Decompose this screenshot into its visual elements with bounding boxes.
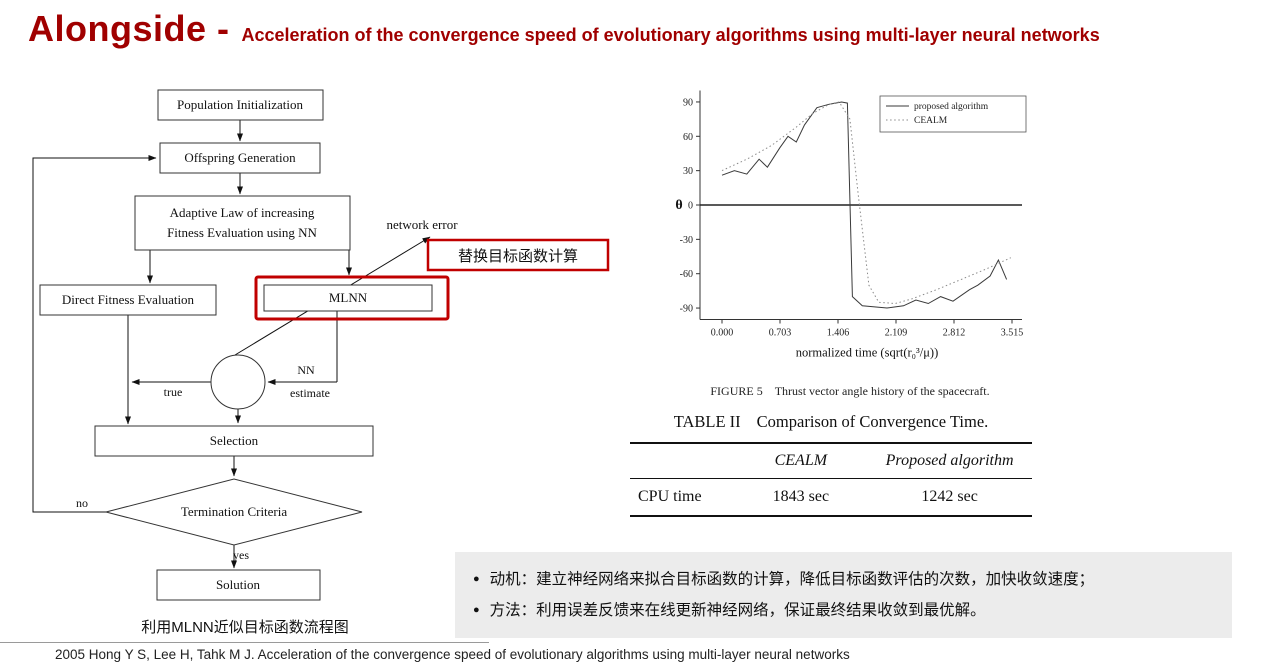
notes-panel: ● 动机：建立神经网络来拟合目标函数的计算，降低目标函数评估的次数，加快收敛速度… <box>455 552 1232 638</box>
x-tick-label: 2.812 <box>943 328 966 339</box>
series-line-proposed <box>721 101 1008 309</box>
table-row: CPU time 1843 sec 1242 sec <box>630 479 1032 517</box>
table-cell-proposed: 1242 sec <box>921 488 978 505</box>
table-header-proposed: Proposed algorithm <box>867 443 1032 479</box>
flow-node-population <box>157 89 324 121</box>
table-title: TABLE II Comparison of Convergence Time. <box>630 412 1032 432</box>
bullet-icon: ● <box>473 573 480 585</box>
figure-label: FIGURE 5 <box>710 384 763 398</box>
y-tick-label: 60 <box>683 132 693 143</box>
nn-label: NN <box>297 363 315 377</box>
note-method: ● 方法：利用误差反馈来在线更新神经网络，保证最终结果收敛到最优解。 <box>473 595 1214 626</box>
table-header-row: CEALM Proposed algorithm <box>630 443 1032 479</box>
table-row-header: CPU time <box>638 488 702 505</box>
flow-node-direct-fitness <box>39 284 217 316</box>
replace-objective-note-box <box>426 238 610 272</box>
table-label: TABLE II <box>673 412 741 431</box>
true-label: true <box>164 385 183 399</box>
flow-node-adaptive-law-line1: Adaptive Law of increasing <box>170 205 315 220</box>
flow-node-population-label: Population Initialization <box>177 97 304 112</box>
legend-box <box>879 95 1027 133</box>
x-tick-label: 2.109 <box>885 328 908 339</box>
estimate-label: estimate <box>290 386 330 400</box>
flow-node-mlnn-label: MLNN <box>329 290 368 305</box>
flow-node-adaptive-law-line2: Fitness Evaluation using NN <box>167 225 317 240</box>
x-axis-label: normalized time (sqrt(r₀³/μ)) <box>796 346 939 360</box>
flow-node-solution-label: Solution <box>216 577 261 592</box>
flow-node-termination-label: Termination Criteria <box>181 504 288 519</box>
flowchart-caption: 利用MLNN近似目标函数流程图 <box>141 619 349 636</box>
mlnn-highlight-box <box>254 275 450 321</box>
legend-entry-label: CEALM <box>914 116 948 126</box>
flow-node-selection-label: Selection <box>210 433 259 448</box>
flow-node-direct-fitness-label: Direct Fitness Evaluation <box>62 292 195 307</box>
comparison-table-block: TABLE II Comparison of Convergence Time. … <box>630 412 1032 517</box>
yes-label: yes <box>233 548 249 562</box>
note-method-text: 方法：利用误差反馈来在线更新神经网络，保证最终结果收敛到最优解。 <box>489 602 986 619</box>
no-label: no <box>76 496 88 510</box>
flow-junction-circle <box>210 354 266 410</box>
x-tick-label: 3.515 <box>1001 328 1024 339</box>
x-tick-label: 1.406 <box>827 328 850 339</box>
y-axis-label: θ <box>675 198 682 213</box>
bullet-icon: ● <box>473 604 480 616</box>
replace-objective-note-label: 替换目标函数计算 <box>458 247 578 265</box>
y-tick-label: -30 <box>680 235 693 246</box>
y-tick-label: -90 <box>680 304 693 315</box>
loop-no-connector <box>32 155 157 513</box>
chart-legend: proposed algorithm CEALM <box>879 95 1027 133</box>
note-motivation-text: 动机：建立神经网络来拟合目标函数的计算，降低目标函数评估的次数，加快收敛速度； <box>489 571 1095 588</box>
theta-chart-block: 90 60 30 0 -30 -60 -90 0.000 0.703 1.406 2.109 2.81… <box>655 82 1045 377</box>
flow-node-mlnn <box>263 284 433 312</box>
y-tick-label: 0 <box>688 201 693 212</box>
x-tick-label: 0.703 <box>769 328 792 339</box>
thrust-angle-chart: 90 60 30 0 -30 -60 -90 0.000 0.703 1.406 2.109 2.81… <box>675 90 1027 360</box>
mlnn-flowchart: Population Initialization Offspring Gene… <box>32 89 610 601</box>
flow-node-offspring-label: Offspring Generation <box>184 150 296 165</box>
flow-node-solution <box>156 569 321 601</box>
y-tick-label: -60 <box>680 269 693 280</box>
flow-node-selection <box>94 425 374 457</box>
figure-caption-text: Thrust vector angle history of the space… <box>774 384 990 398</box>
y-tick-label: 30 <box>683 166 693 177</box>
table-cell-cealm: 1843 sec <box>772 488 830 505</box>
x-tick-label: 0.000 <box>711 328 734 339</box>
figure-caption: FIGURE 5 Thrust vector angle history of t… <box>655 384 1045 399</box>
flow-node-adaptive-law <box>134 195 351 251</box>
network-error-label: network error <box>386 217 458 232</box>
table-header-cealm: CEALM <box>734 443 868 479</box>
slide-header: Alongside - Acceleration of the converge… <box>28 8 1100 50</box>
citation-footer: 2005 Hong Y S, Lee H, Tahk M J. Accelera… <box>55 647 850 662</box>
table-header-empty <box>630 443 735 479</box>
y-tick-label: 90 <box>683 97 693 108</box>
flow-node-offspring <box>159 142 321 174</box>
convergence-time-table: CEALM Proposed algorithm CPU time 1843 s… <box>630 442 1032 517</box>
page-title: Alongside - <box>28 8 230 49</box>
page-subtitle: Acceleration of the convergence speed of… <box>241 25 1100 45</box>
note-motivation: ● 动机：建立神经网络来拟合目标函数的计算，降低目标函数评估的次数，加快收敛速度… <box>473 564 1214 595</box>
legend-entry-label: proposed algorithm <box>914 102 989 112</box>
table-title-text: Comparison of Convergence Time. <box>756 412 989 431</box>
flow-node-termination <box>105 478 363 546</box>
footer-divider <box>0 642 489 643</box>
